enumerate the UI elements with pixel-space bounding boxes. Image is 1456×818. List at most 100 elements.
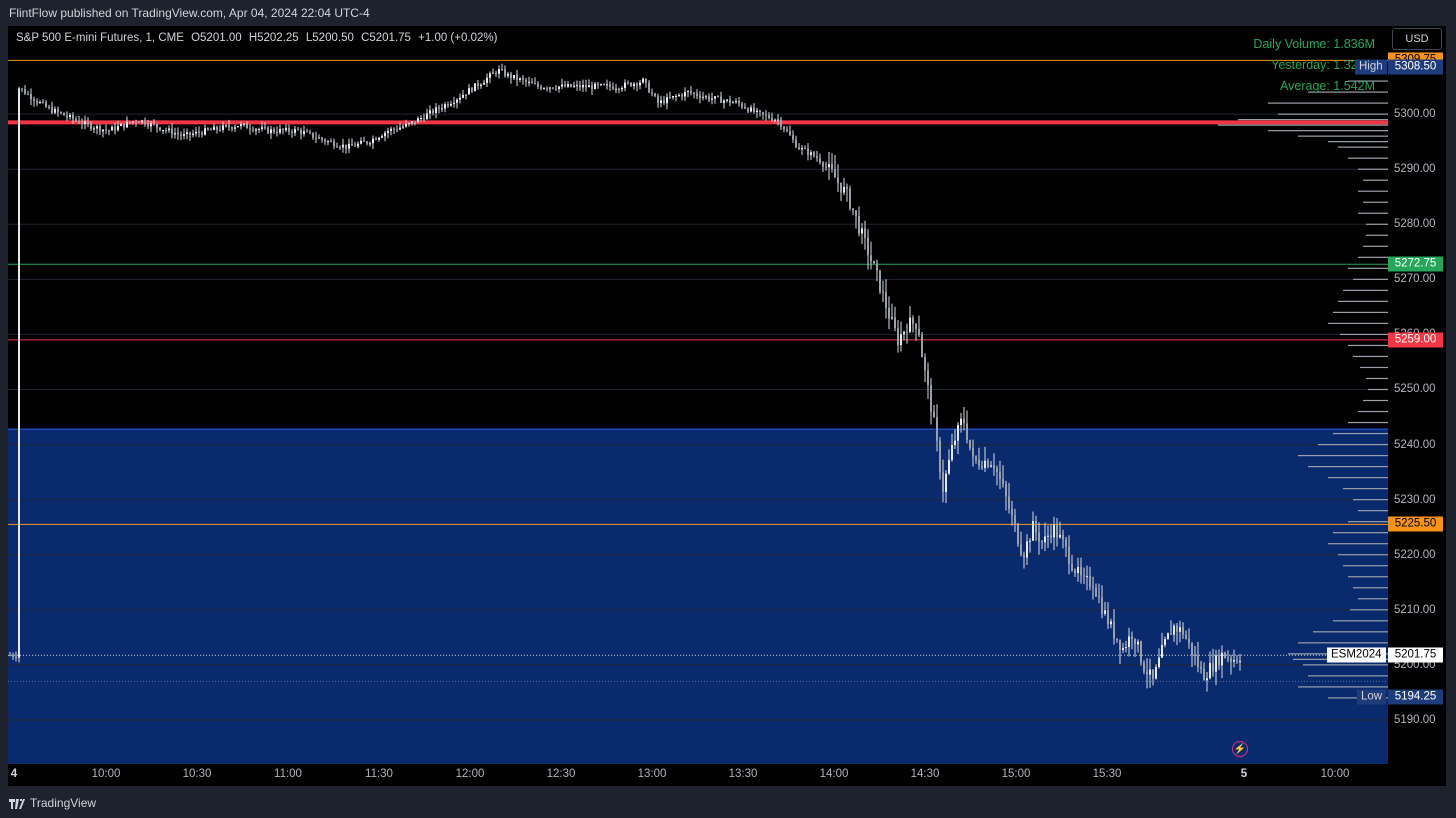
volume-profile-bar bbox=[1343, 565, 1388, 567]
volume-profile-bar bbox=[1360, 366, 1388, 369]
volume-profile-bar bbox=[1348, 344, 1388, 347]
time-tick: 11:30 bbox=[365, 768, 393, 780]
red-level-label: 5259.00 bbox=[1388, 332, 1443, 348]
price-tick: 5210.00 bbox=[1394, 603, 1436, 616]
header-bar: FlintFlow published on TradingView.com, … bbox=[0, 0, 1456, 26]
candle-body bbox=[1071, 563, 1073, 571]
volume-profile-bar bbox=[1353, 499, 1388, 501]
candle-body bbox=[678, 94, 680, 97]
candle-body bbox=[333, 141, 335, 147]
candle-body bbox=[129, 121, 131, 123]
candle-body bbox=[768, 115, 770, 119]
volume-profile-bar bbox=[1308, 465, 1388, 468]
candle-body bbox=[309, 131, 311, 133]
candle-body bbox=[1095, 587, 1097, 597]
candle-body bbox=[579, 84, 581, 88]
candle-body bbox=[1056, 524, 1058, 538]
time-tick: 5 bbox=[1240, 768, 1248, 780]
volume-profile-bar bbox=[1348, 521, 1388, 523]
candle-body bbox=[1158, 657, 1160, 667]
orange-low-label: 5225.50 bbox=[1388, 516, 1443, 532]
candle-body bbox=[210, 129, 212, 131]
time-tick: 15:30 bbox=[1092, 768, 1122, 780]
candle-body bbox=[138, 121, 140, 123]
volume-profile-bar bbox=[1348, 157, 1388, 159]
candle-body bbox=[390, 128, 392, 131]
candle-body bbox=[1137, 641, 1139, 645]
candle-body bbox=[555, 88, 557, 90]
candle-body bbox=[261, 127, 263, 130]
lightning-icon[interactable]: ⚡ bbox=[1232, 741, 1248, 757]
volume-profile-bar bbox=[1333, 532, 1388, 534]
price-tick: 5240.00 bbox=[1394, 438, 1436, 451]
volume-profile-bar bbox=[1363, 399, 1388, 402]
volume-profile-bar bbox=[1368, 388, 1388, 391]
volume-profile-bar bbox=[1333, 432, 1388, 435]
candle-body bbox=[618, 88, 620, 90]
chart-canvas[interactable] bbox=[8, 26, 1388, 764]
candle-body bbox=[780, 119, 782, 127]
candle-body bbox=[552, 87, 554, 89]
candle-body bbox=[1164, 639, 1166, 645]
high-tag: High bbox=[1355, 59, 1387, 75]
volume-profile-bar bbox=[1348, 576, 1388, 578]
candle-body bbox=[804, 147, 806, 149]
candle-body bbox=[588, 85, 590, 88]
candle-body bbox=[837, 177, 839, 183]
candle-body bbox=[411, 121, 413, 124]
yesterday-volume: Yesterday: 1.322M bbox=[1271, 58, 1375, 72]
candle-body bbox=[369, 143, 371, 145]
candle-body bbox=[1089, 576, 1091, 587]
candle-body bbox=[903, 331, 905, 335]
candle-body bbox=[978, 459, 980, 466]
candle-body bbox=[1233, 660, 1235, 662]
candle-body bbox=[516, 75, 518, 80]
time-axis[interactable]: 4 10:00 10:30 11:00 11:30 12:00 12:30 13:00 13:3… bbox=[8, 764, 1388, 786]
candle-body bbox=[1227, 657, 1229, 659]
candle-body bbox=[258, 129, 260, 131]
candle-body bbox=[624, 82, 626, 89]
candle-body bbox=[165, 129, 167, 131]
legend-change: +1.00 (+0.02%) bbox=[418, 32, 498, 44]
volume-profile-bar bbox=[1278, 113, 1388, 115]
candle-body bbox=[345, 144, 347, 149]
candle-body bbox=[279, 128, 281, 133]
candle-body bbox=[1047, 535, 1049, 537]
candle-body bbox=[456, 99, 458, 103]
candle-body bbox=[510, 73, 512, 79]
legend-symbol: S&P 500 E-mini Futures, 1, CME bbox=[16, 32, 184, 44]
symbol-legend: S&P 500 E-mini Futures, 1, CME O5201.00 … bbox=[16, 32, 501, 44]
candle-body bbox=[357, 143, 359, 147]
candle-body bbox=[591, 85, 593, 90]
candle-body bbox=[1029, 540, 1031, 542]
candle-body bbox=[945, 473, 947, 493]
candle-body bbox=[501, 69, 503, 71]
candle-body bbox=[1107, 610, 1109, 625]
candle-body bbox=[879, 270, 881, 292]
candle-body bbox=[606, 84, 608, 86]
candle-body bbox=[972, 448, 974, 457]
candle-body bbox=[1176, 625, 1178, 632]
candle-body bbox=[471, 88, 473, 92]
candle-body bbox=[498, 69, 500, 74]
candle-body bbox=[573, 85, 575, 87]
candle-body bbox=[405, 123, 407, 127]
candle-body bbox=[981, 465, 983, 468]
candle-body bbox=[21, 88, 23, 90]
price-chart[interactable] bbox=[8, 26, 1388, 764]
candle-body bbox=[1005, 483, 1007, 497]
candle-body bbox=[816, 156, 818, 159]
candle-body bbox=[759, 110, 761, 113]
candle-body bbox=[1077, 567, 1079, 574]
candle-body bbox=[666, 97, 668, 104]
currency-button[interactable]: USD bbox=[1392, 28, 1442, 50]
candle-body bbox=[906, 331, 908, 333]
candle-body bbox=[561, 84, 563, 87]
candle-body bbox=[1194, 655, 1196, 657]
candle-body bbox=[387, 130, 389, 133]
candle-body bbox=[66, 115, 68, 117]
price-tick: 5280.00 bbox=[1394, 218, 1436, 231]
candle-body bbox=[648, 82, 650, 93]
candle-body bbox=[315, 137, 317, 139]
candle-body bbox=[537, 83, 539, 87]
